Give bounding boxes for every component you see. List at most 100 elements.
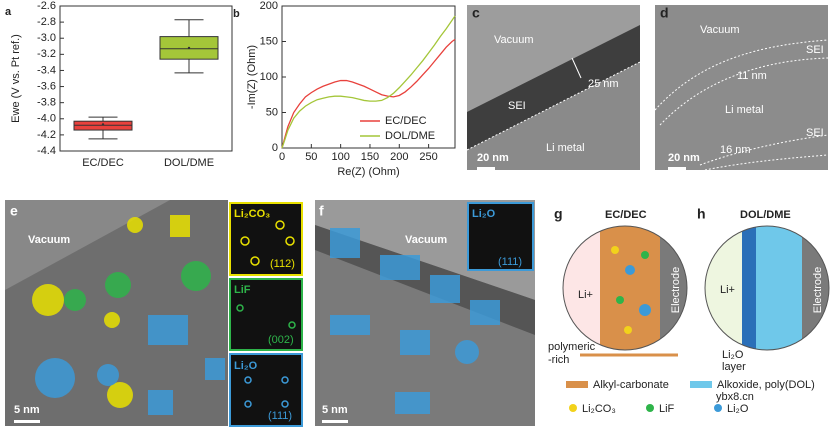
- spot: [244, 376, 252, 384]
- spot: [240, 236, 250, 246]
- inset-index: (111): [268, 410, 292, 422]
- schematic-h: [705, 226, 829, 350]
- panel-label: e: [10, 203, 18, 219]
- plot-frame: [59, 5, 233, 152]
- inset-index: (111): [498, 256, 522, 268]
- x-tick-label: 0: [279, 151, 285, 163]
- legend-swatch: [714, 404, 722, 412]
- label: 11 nm: [737, 70, 767, 82]
- label: Li₂O: [722, 349, 744, 361]
- boundary: [659, 57, 829, 126]
- y-axis-label: Ewe (V vs. Pt ref.): [10, 34, 22, 123]
- label: Vacuum: [405, 234, 447, 246]
- legend-label: EC/DEC: [385, 115, 427, 127]
- fft-spots: [236, 220, 296, 408]
- y-tick-label: -4.2: [37, 129, 56, 141]
- label: Vacuum: [494, 34, 534, 46]
- lif-region: [181, 261, 211, 291]
- legend-swatch: [690, 381, 712, 388]
- y-tick-label: -2.6: [37, 0, 56, 12]
- inset-index: (112): [270, 258, 295, 270]
- sei: [600, 226, 660, 350]
- label: Vacuum: [700, 24, 740, 36]
- outline: [562, 225, 688, 351]
- label: SEI: [806, 127, 824, 139]
- panel-title: DOL/DME: [740, 209, 791, 221]
- plot-frame: [281, 5, 456, 149]
- label: Li metal: [725, 104, 764, 116]
- scale-bar: [477, 167, 495, 170]
- spot: [285, 236, 295, 246]
- x-tick-label: 200: [390, 151, 408, 163]
- li2o-region: [470, 300, 500, 325]
- fft-inset: [229, 278, 303, 351]
- mean: [101, 123, 105, 126]
- legend-label: DOL/DME: [385, 130, 435, 142]
- inset-title: Li₂O: [472, 208, 496, 220]
- inset-title: LiF: [234, 284, 251, 296]
- panel-label: d: [660, 5, 669, 21]
- y-axis-label: -Im(Z) (Ohm): [246, 45, 258, 109]
- mean: [187, 46, 191, 50]
- legend-label: Li₂CO₃: [582, 403, 616, 415]
- spot: [281, 400, 289, 408]
- label: 25 nm: [588, 78, 619, 90]
- label: SEI: [508, 100, 526, 112]
- y-tick-label: -3.2: [37, 48, 56, 60]
- particle: [611, 246, 619, 254]
- li2co3-region: [170, 215, 190, 237]
- spot: [236, 304, 244, 312]
- label: SEI: [806, 44, 824, 56]
- fft-inset: [229, 353, 303, 427]
- sei-layer: [467, 25, 640, 150]
- particle: [641, 251, 649, 259]
- legend-label: Alkyl-carbonate: [593, 379, 669, 391]
- li2o-region: [330, 228, 360, 258]
- label: 16 nm: [720, 144, 751, 156]
- series-line: [281, 15, 456, 149]
- li2o-region: [97, 364, 119, 386]
- x-tick-label: 100: [331, 151, 349, 163]
- label: Li+: [720, 284, 735, 296]
- panel-label: c: [472, 5, 480, 21]
- x-tick-label: 150: [361, 151, 379, 163]
- spot: [250, 256, 260, 266]
- scale-bar: [14, 420, 40, 423]
- panel-label: a: [5, 6, 12, 18]
- li2o-region: [35, 358, 75, 398]
- li2o-layer: [742, 226, 756, 350]
- legend-label: Alkoxide, poly(DOL): [717, 379, 815, 391]
- li2co3-region: [127, 217, 143, 233]
- phase-overlays: [330, 228, 500, 414]
- legend-label: LiF: [659, 403, 675, 415]
- label: Electrode: [812, 267, 824, 313]
- inset-title: Li₂O: [234, 360, 258, 372]
- y-tick-label: -3.8: [37, 97, 56, 109]
- series-line: [281, 38, 456, 149]
- panel-label: h: [697, 206, 706, 222]
- y-tick-label: -3.4: [37, 64, 56, 76]
- y-tick-label: -2.8: [37, 16, 56, 28]
- boundary: [654, 39, 829, 111]
- li2o-region: [380, 255, 420, 280]
- particle: [625, 265, 635, 275]
- watermark: ybx8.cn: [716, 391, 754, 403]
- boundary: [704, 154, 829, 171]
- label: Li metal: [546, 142, 585, 154]
- particle: [639, 304, 651, 316]
- inset-index: (002): [268, 334, 294, 346]
- panel-label: f: [319, 203, 324, 219]
- spot: [275, 220, 285, 230]
- y-tick-label: 150: [260, 35, 278, 47]
- y-tick-label: -4.0: [37, 113, 56, 125]
- boundary: [466, 61, 641, 151]
- li2o-region: [400, 330, 430, 355]
- x-tick-label: DOL/DME: [164, 157, 214, 169]
- scale-bar: [322, 420, 348, 423]
- spot: [288, 321, 296, 329]
- panel-title: EC/DEC: [605, 209, 647, 221]
- scale-label: 5 nm: [322, 404, 348, 416]
- scale-bar: [668, 167, 686, 170]
- li2o-region: [205, 358, 225, 380]
